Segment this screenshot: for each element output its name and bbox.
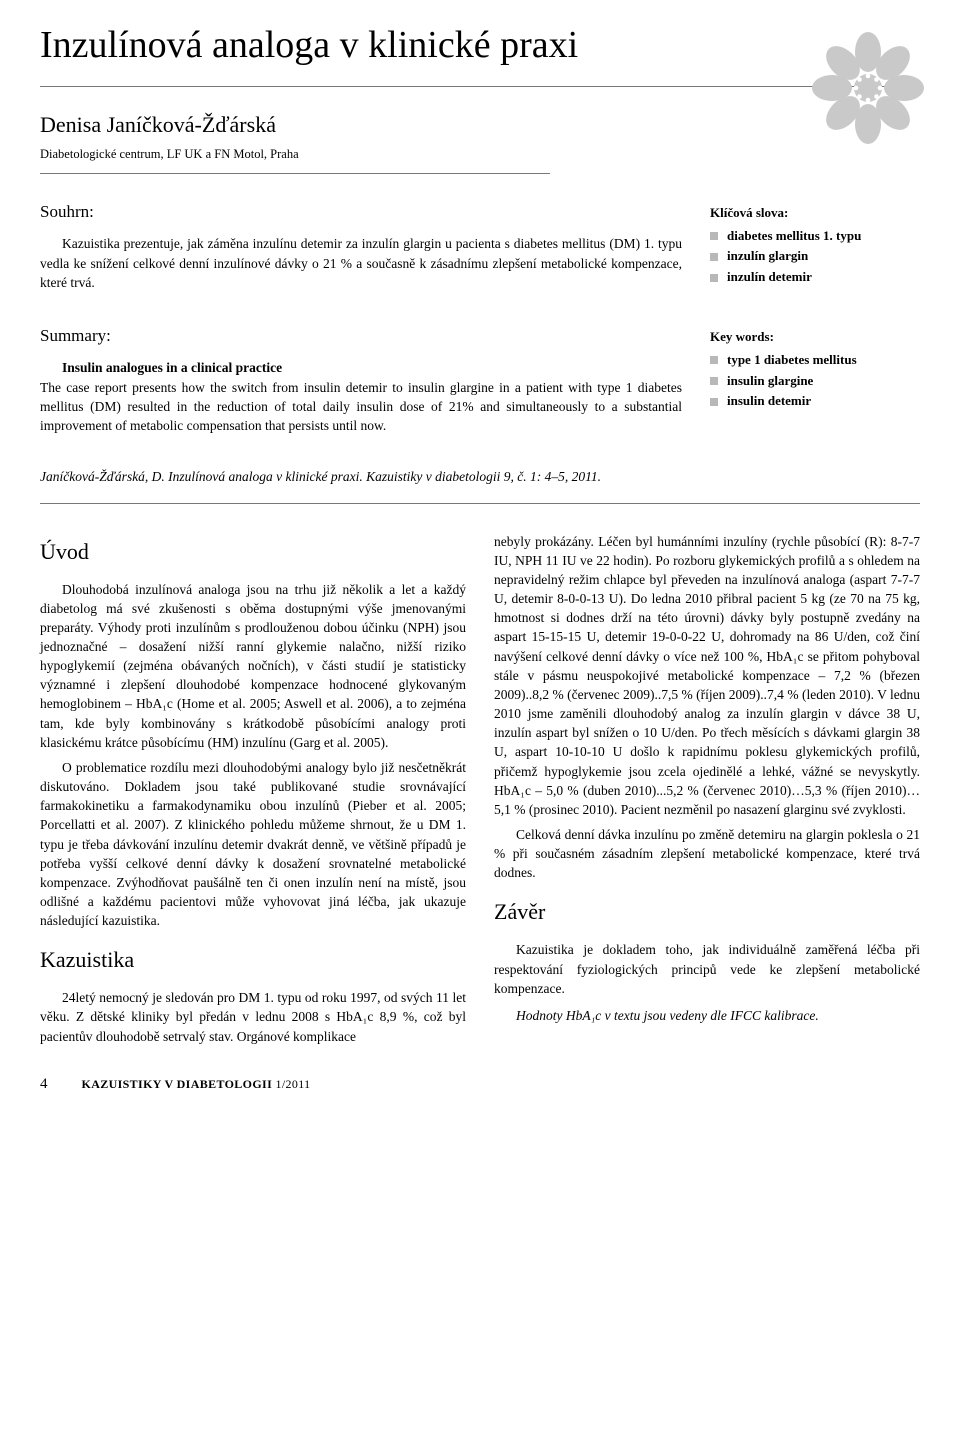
author-name: Denisa Janíčková-Žďárská xyxy=(40,109,550,141)
body-paragraph: O problematice rozdílu mezi dlouhodobými… xyxy=(40,758,466,930)
keywords-cs-heading: Klíčová slova: xyxy=(710,204,920,223)
bullet-icon xyxy=(710,377,718,385)
page-footer: 4 KAZUISTIKY V DIABETOLOGII 1/2011 xyxy=(40,1074,920,1096)
kazuistika-heading: Kazuistika xyxy=(40,944,466,976)
keyword-item: type 1 diabetes mellitus xyxy=(710,351,920,370)
abstract-en-text: The case report presents how the switch … xyxy=(40,380,682,433)
keyword-text: inzulín detemir xyxy=(727,268,812,287)
keywords-cs: Klíčová slova: diabetes mellitus 1. typu… xyxy=(710,200,920,302)
keyword-item: insulin glargine xyxy=(710,372,920,391)
article-title: Inzulínová analoga v klinické praxi xyxy=(40,24,920,68)
body-paragraph: Dlouhodobá inzulínová analoga jsou na tr… xyxy=(40,580,466,752)
title-block: Inzulínová analoga v klinické praxi xyxy=(40,24,920,87)
separator-rule xyxy=(40,503,920,504)
keyword-item: inzulín glargin xyxy=(710,247,920,266)
bullet-icon xyxy=(710,398,718,406)
citation-line: Janíčková-Žďárská, D. Inzulínová analoga… xyxy=(40,467,920,487)
bullet-icon xyxy=(710,253,718,261)
bullet-icon xyxy=(710,232,718,240)
keyword-item: insulin detemir xyxy=(710,392,920,411)
body-paragraph: nebyly prokázány. Léčen byl humánními in… xyxy=(494,532,920,819)
bullet-icon xyxy=(710,356,718,364)
zaver-heading: Závěr xyxy=(494,896,920,928)
footer-journal-name: KAZUISTIKY V DIABETOLOGII xyxy=(82,1077,273,1091)
footer-issue: 1/2011 xyxy=(272,1077,310,1091)
uvod-heading: Úvod xyxy=(40,536,466,568)
keyword-text: insulin detemir xyxy=(727,392,811,411)
abstract-cs: Souhrn: Kazuistika prezentuje, jak záměn… xyxy=(40,200,920,302)
keyword-item: diabetes mellitus 1. typu xyxy=(710,227,920,246)
footer-journal: KAZUISTIKY V DIABETOLOGII 1/2011 xyxy=(82,1076,311,1093)
abstract-cs-text: Kazuistika prezentuje, jak záměna inzulí… xyxy=(40,234,682,291)
body-paragraph: Kazuistika je dokladem toho, jak individ… xyxy=(494,940,920,997)
keyword-text: inzulín glargin xyxy=(727,247,808,266)
abstract-en: Summary: Insulin analogues in a clinical… xyxy=(40,324,920,445)
abstract-en-body: Insulin analogues in a clinical practice… xyxy=(40,358,682,435)
calibration-note: Hodnoty HbA₁c v textu jsou vedeny dle IF… xyxy=(494,1006,920,1026)
flower-icon xyxy=(808,28,928,154)
keyword-text: insulin glargine xyxy=(727,372,813,391)
body-paragraph: 24letý nemocný je sledován pro DM 1. typ… xyxy=(40,988,466,1045)
abstract-cs-heading: Souhrn: xyxy=(40,200,682,225)
body-paragraph: Celková denní dávka inzulínu po změně de… xyxy=(494,825,920,882)
article-body: Úvod Dlouhodobá inzulínová analoga jsou … xyxy=(40,532,920,1046)
author-affiliation: Diabetologické centrum, LF UK a FN Motol… xyxy=(40,145,550,163)
keyword-item: inzulín detemir xyxy=(710,268,920,287)
abstract-en-subtitle: Insulin analogues in a clinical practice xyxy=(62,360,282,375)
keywords-en: Key words: type 1 diabetes mellitus insu… xyxy=(710,324,920,445)
abstract-en-heading: Summary: xyxy=(40,324,682,349)
bullet-icon xyxy=(710,274,718,282)
keywords-en-heading: Key words: xyxy=(710,328,920,347)
author-block: Denisa Janíčková-Žďárská Diabetologické … xyxy=(40,109,550,174)
keyword-text: type 1 diabetes mellitus xyxy=(727,351,857,370)
page-number: 4 xyxy=(40,1074,48,1096)
keyword-text: diabetes mellitus 1. typu xyxy=(727,227,861,246)
